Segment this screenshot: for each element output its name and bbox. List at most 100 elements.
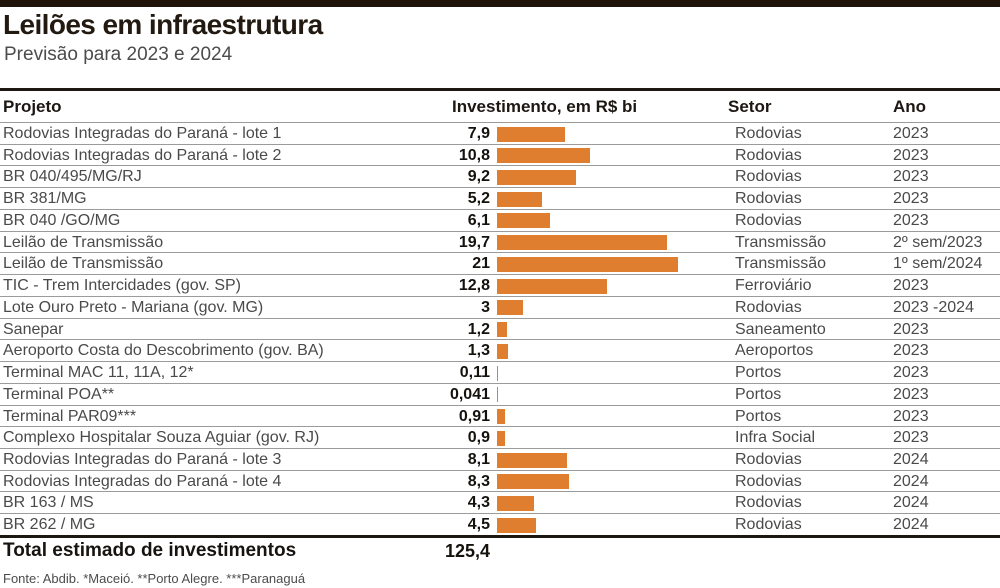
sector-label: Rodovias [735, 146, 802, 164]
investment-bar [497, 235, 667, 251]
year-label: 2023 -2024 [893, 298, 974, 316]
table-row: Rodovias Integradas do Paraná - lote 2 1… [0, 143, 1000, 166]
investment-value: 4,3 [467, 494, 490, 512]
investment-bar [497, 452, 567, 468]
project-name: Aeroporto Costa do Descobrimento (gov. B… [3, 342, 324, 360]
investment-bar [497, 191, 542, 207]
year-label: 2023 [893, 407, 929, 425]
sector-label: Portos [735, 407, 782, 425]
investment-bar [497, 213, 550, 229]
project-name: BR 163 / MS [3, 494, 94, 512]
investment-bar [497, 169, 577, 185]
total-value: 125,4 [444, 541, 490, 561]
table-row: BR 163 / MS 4,3 Rodovias 2024 [0, 491, 1000, 513]
table-row: Terminal MAC 11, 11A, 12* 0,11 Portos 20… [0, 361, 1000, 383]
table-row: TIC - Trem Intercidades (gov. SP) 12,8 F… [0, 274, 1000, 296]
sector-label: Rodovias [735, 211, 802, 229]
project-name: Leilão de Transmissão [3, 233, 164, 251]
project-name: Terminal MAC 11, 11A, 12* [3, 364, 194, 382]
year-label: 2023 [893, 190, 929, 208]
table-row: Aeroporto Costa do Descobrimento (gov. B… [0, 339, 1000, 361]
table-row: Rodovias Integradas do Paraná - lote 1 7… [0, 122, 1000, 144]
investment-value: 8,3 [467, 472, 490, 490]
project-name: BR 040/495/MG/RJ [3, 168, 142, 186]
table-row: BR 381/MG 5,2 Rodovias 2023 [0, 187, 1000, 209]
year-label: 2023 [893, 385, 929, 403]
investment-bar [497, 387, 498, 403]
investment-value: 19,7 [458, 233, 490, 251]
year-label: 2023 [893, 211, 929, 229]
year-label: 2024 [893, 516, 929, 534]
table-row: BR 262 / MG 4,5 Rodovias 2024 [0, 513, 1000, 535]
project-name: BR 262 / MG [3, 516, 96, 534]
table-header-row: Projeto Investimento, em R$ bi Setor Ano [0, 91, 1000, 122]
table-row: Terminal POA** 0,041 Portos 2023 [0, 382, 1000, 405]
investment-bar [497, 256, 679, 272]
total-row: Total estimado de investimentos 125,4 [0, 540, 1000, 566]
sector-label: Rodovias [735, 494, 802, 512]
investment-value: 12,8 [458, 277, 490, 295]
year-label: 2023 [893, 320, 929, 338]
total-rule [0, 535, 1000, 538]
table-row: Rodovias Integradas do Paraná - lote 3 8… [0, 448, 1000, 470]
investment-bar [497, 300, 523, 316]
year-label: 2023 [893, 429, 929, 447]
project-name: Rodovias Integradas do Paraná - lote 1 [3, 125, 282, 142]
project-name: Terminal POA** [3, 385, 115, 403]
header-rule [0, 88, 1000, 91]
project-name: Rodovias Integradas do Paraná - lote 2 [3, 146, 282, 164]
year-label: 2024 [893, 494, 929, 512]
sector-label: Infra Social [735, 429, 816, 447]
column-header-sector: Setor [728, 97, 772, 116]
investment-value: 3 [481, 298, 490, 316]
investment-bar [497, 495, 535, 511]
investment-value: 10,8 [458, 146, 490, 164]
project-name: Leilão de Transmissão [3, 255, 164, 273]
project-name: Rodovias Integradas do Paraná - lote 4 [3, 472, 282, 490]
sector-label: Transmissão [735, 255, 826, 273]
sector-label: Portos [735, 385, 782, 403]
sector-label: Rodovias [735, 472, 802, 490]
source-note: Fonte: Abdib. *Maceió. **Porto Alegre. *… [3, 571, 306, 586]
column-header-year: Ano [893, 97, 927, 116]
investment-bar [497, 322, 508, 338]
investment-bar [497, 148, 591, 164]
year-label: 2023 [893, 364, 929, 382]
investment-value: 1,2 [467, 320, 490, 338]
investment-bar [497, 409, 505, 425]
sector-label: Rodovias [735, 190, 802, 208]
investment-bar [497, 430, 505, 446]
investment-bar [497, 517, 536, 533]
table-row: Terminal PAR09*** 0,91 Portos 2023 [0, 404, 1000, 427]
investment-value: 7,9 [467, 125, 490, 142]
sector-label: Aeroportos [735, 342, 814, 360]
table-row: BR 040/495/MG/RJ 9,2 Rodovias 2023 [0, 165, 1000, 187]
sector-label: Rodovias [735, 125, 802, 142]
investment-bar [497, 474, 569, 490]
investment-value: 0,11 [459, 364, 490, 382]
year-label: 2023 [893, 146, 929, 164]
table-body: Rodovias Integradas do Paraná - lote 1 7… [0, 122, 1000, 535]
investment-bar [497, 343, 509, 359]
project-name: Sanepar [3, 320, 64, 338]
investment-value: 1,3 [467, 342, 490, 360]
investment-bar [497, 126, 566, 142]
table-row: Lote Ouro Preto - Mariana (gov. MG) 3 Ro… [0, 295, 1000, 318]
sector-label: Rodovias [735, 298, 802, 316]
investment-value: 6,1 [467, 211, 490, 229]
project-name: Complexo Hospitalar Souza Aguiar (gov. R… [3, 429, 320, 447]
project-name: BR 381/MG [3, 190, 87, 208]
table-row: Leilão de Transmissão 19,7 Transmissão 2… [0, 230, 1000, 253]
table-row: BR 040 /GO/MG 6,1 Rodovias 2023 [0, 208, 1000, 231]
top-accent-bar [0, 0, 1000, 7]
year-label: 2023 [893, 168, 929, 186]
sector-label: Rodovias [735, 516, 802, 534]
year-label: 2024 [893, 451, 929, 469]
sector-label: Rodovias [735, 451, 802, 469]
year-label: 2024 [893, 472, 929, 490]
table-row: Rodovias Integradas do Paraná - lote 4 8… [0, 469, 1000, 492]
investment-value: 0,9 [467, 429, 490, 447]
project-name: TIC - Trem Intercidades (gov. SP) [3, 277, 241, 295]
investment-bar [497, 365, 498, 381]
